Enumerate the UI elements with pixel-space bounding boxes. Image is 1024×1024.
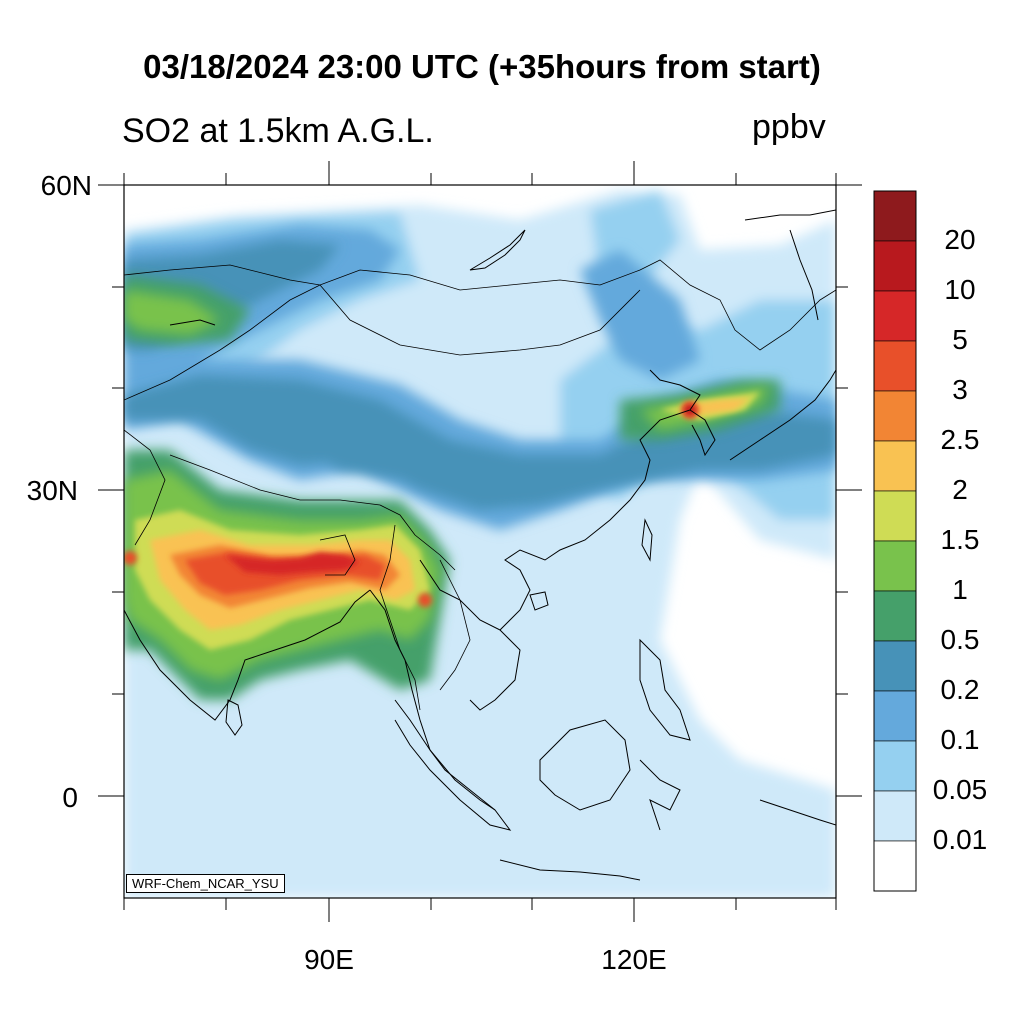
- border-china-central-asia: [124, 284, 321, 401]
- colorbar-tick-label: 1: [952, 574, 968, 605]
- lake-balkhash: [169, 319, 216, 326]
- coastline-philippines: [639, 638, 691, 741]
- border-russia-kazakhstan-mongolia: [124, 259, 836, 351]
- boundaries: [124, 209, 836, 881]
- colorbar-swatch: [873, 840, 917, 892]
- map-frame: [123, 184, 837, 899]
- units-label: ppbv: [752, 108, 826, 146]
- so2-field: [124, 185, 836, 898]
- colorbar-tick-label: 3: [952, 374, 968, 405]
- colorbar-tick-label: 1.5: [940, 524, 980, 555]
- coastline-taiwan: [641, 518, 653, 562]
- border-mongolia-china: [319, 284, 641, 356]
- lake-baikal: [469, 229, 526, 271]
- border-china-himalaya: [169, 454, 456, 571]
- colorbar-swatch: [873, 740, 917, 792]
- coastline-japan: [729, 369, 836, 461]
- border-laos-thailand: [439, 559, 471, 691]
- colorbar-tick-label: 0.2: [940, 674, 980, 705]
- colorbar-tick-label: 0.5: [940, 624, 980, 655]
- colorbar-tick-label: 0.1: [940, 724, 980, 755]
- map-title: 03/18/2024 23:00 UTC (+35hours from star…: [143, 48, 821, 85]
- border-india-pakistan: [124, 429, 166, 546]
- colorbar-swatch: [873, 190, 917, 242]
- colorbar-swatch: [873, 690, 917, 742]
- coastline-java: [499, 859, 641, 881]
- coastline-korea: [689, 409, 716, 457]
- colorbar-tick-label: 5: [952, 324, 968, 355]
- colorbar-tick-label: 2: [952, 474, 968, 505]
- coastline-hainan: [529, 591, 549, 611]
- border-myanmar: [379, 524, 421, 711]
- coastline-india: [124, 589, 371, 721]
- colorbar-swatch: [873, 290, 917, 342]
- colorbar-swatch: [873, 640, 917, 692]
- colorbar-tick-label: 0.01: [932, 824, 988, 855]
- lat-tick-label: 60N: [40, 170, 92, 201]
- colorbar-swatch: [873, 790, 917, 842]
- coastline-indochina: [419, 369, 701, 631]
- coastline-sulawesi: [639, 759, 681, 831]
- colorbar-swatch: [873, 440, 917, 492]
- model-credit: WRF-Chem_NCAR_YSU: [126, 874, 285, 893]
- coastline-sri-lanka: [225, 699, 243, 736]
- field-layer-5: [225, 552, 360, 575]
- lon-tick-label: 90E: [304, 944, 354, 975]
- coastline-borneo: [539, 719, 631, 811]
- axis-ticks: [98, 161, 862, 922]
- coastline-vietnam: [469, 629, 521, 711]
- colorbar-tick-label: 10: [944, 274, 976, 305]
- colorbar-swatch: [873, 540, 917, 592]
- colorbar: [873, 190, 917, 892]
- colorbar-swatch: [873, 590, 917, 642]
- coastline-bay-of-bengal: [369, 589, 496, 811]
- coastline-new-guinea: [759, 799, 836, 826]
- colorbar-tick-label: 2.5: [940, 424, 980, 455]
- colorbar-tick-label: 0.05: [932, 774, 988, 805]
- coastline-okhotsk: [744, 209, 836, 221]
- lat-tick-label: 30N: [26, 475, 78, 506]
- colorbar-swatch: [873, 390, 917, 442]
- colorbar-frame: [873, 190, 917, 892]
- colorbar-swatch: [873, 340, 917, 392]
- lat-tick-label: 0: [62, 782, 78, 813]
- lon-tick-label: 120E: [601, 944, 667, 975]
- colorbar-swatch: [873, 490, 917, 542]
- coastline-sumatra: [394, 699, 512, 831]
- variable-label: SO2 at 1.5km A.G.L.: [122, 112, 434, 150]
- border-bangladesh: [319, 534, 356, 576]
- colorbar-tick-label: 20: [944, 224, 976, 255]
- colorbar-swatch: [873, 240, 917, 292]
